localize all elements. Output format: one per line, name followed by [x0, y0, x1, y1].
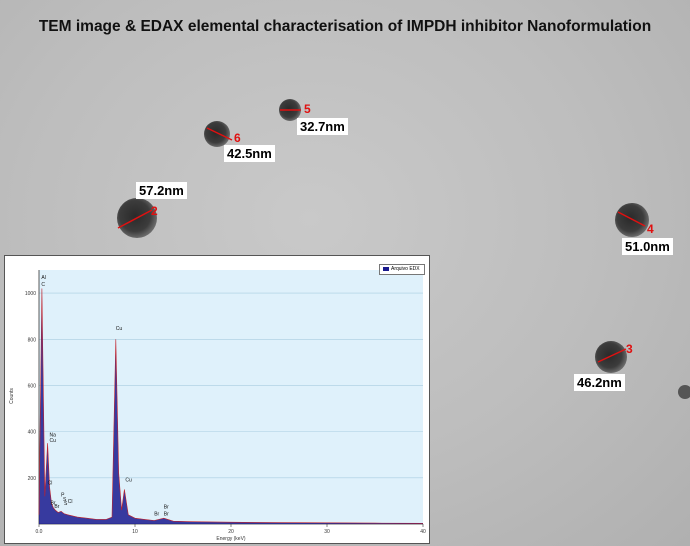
peak-label: P	[61, 492, 65, 498]
spectrum-line	[38, 288, 424, 524]
legend-label: Arquivo EDX	[391, 266, 420, 272]
plot-area	[39, 270, 423, 524]
peak-label: Cu	[125, 477, 132, 483]
particle-number: 6	[234, 131, 241, 145]
particle-edge	[678, 385, 690, 399]
particle-number: 3	[626, 342, 633, 356]
peak-label: Cu	[116, 326, 123, 332]
x-tick-label: 30	[324, 529, 330, 535]
x-tick-label: 20	[228, 529, 234, 535]
peak-label: Cu	[50, 438, 57, 444]
x-axis-label: Energy (keV)	[216, 536, 246, 542]
peak-label: Br	[54, 504, 59, 510]
x-tick-label: 0.0	[36, 529, 43, 535]
particle-size-label: 57.2nm	[136, 182, 187, 199]
y-axis-label: Counts	[9, 388, 15, 404]
y-tick-label: 200	[28, 476, 37, 482]
y-tick-label: 600	[28, 383, 37, 389]
peak-label: Br	[51, 500, 56, 506]
peak-label: S	[64, 501, 68, 507]
y-tick-label: 800	[28, 337, 37, 343]
x-tick-label: 10	[132, 529, 138, 535]
peak-label: Na	[50, 432, 57, 438]
peak-label: Br	[164, 504, 169, 510]
particle-number: 4	[647, 222, 654, 236]
spectrum-area	[39, 288, 423, 524]
page-title: TEM image & EDAX elemental characterisat…	[38, 18, 652, 35]
particle-6	[204, 121, 230, 147]
particle-number: 2	[151, 204, 158, 218]
particle-number: 5	[304, 102, 311, 116]
peak-label: C	[41, 282, 45, 288]
x-tick-label: 40	[420, 529, 426, 535]
peak-label: Cl	[48, 481, 53, 487]
particle-size-label: 42.5nm	[224, 145, 275, 162]
peak-label: Br	[154, 512, 159, 518]
peak-label: Cl	[68, 499, 73, 505]
particle-size-label: 32.7nm	[297, 118, 348, 135]
peak-label: Al	[41, 275, 45, 281]
particle-3	[595, 341, 627, 373]
chart-legend: Arquivo EDX	[379, 264, 425, 275]
edax-spectrum-panel: 1000 800 600 400 200 0.0 10 20 30 40 Al C Na Cu Cl Br B…	[4, 255, 430, 544]
peak-label: S	[63, 497, 67, 503]
y-tick-label: 400	[28, 430, 37, 436]
legend-swatch	[383, 266, 389, 271]
peak-label: Br	[164, 512, 169, 518]
particle-size-label: 46.2nm	[574, 374, 625, 391]
y-tick-label: 1000	[25, 291, 36, 297]
particle-size-label: 51.0nm	[622, 238, 673, 255]
